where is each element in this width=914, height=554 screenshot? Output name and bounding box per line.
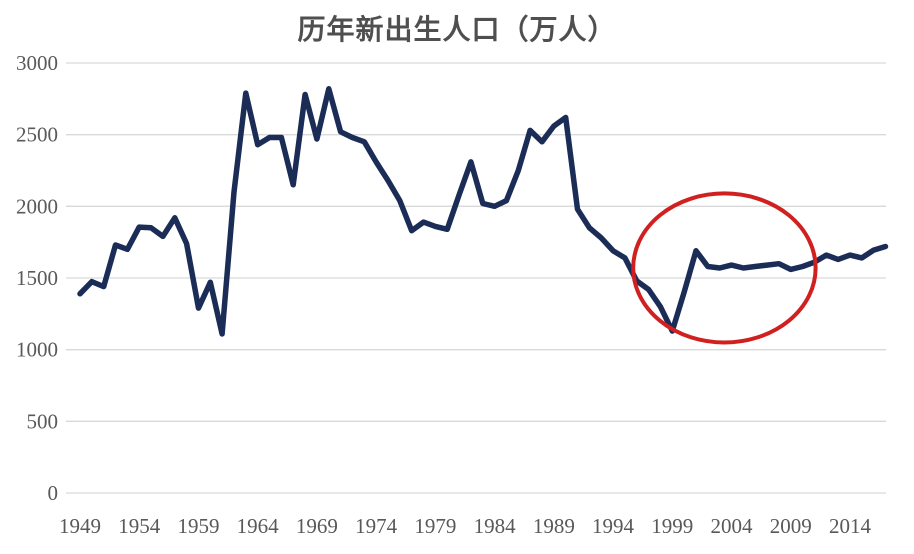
x-tick-label: 1989 xyxy=(533,514,575,538)
x-tick-label: 1964 xyxy=(237,514,280,538)
highlight-ellipse-annotation xyxy=(631,191,818,345)
y-tick-label: 500 xyxy=(27,409,59,433)
x-tick-label: 2014 xyxy=(829,514,872,538)
x-tick-label: 1954 xyxy=(118,514,161,538)
x-tick-label: 1949 xyxy=(59,514,101,538)
x-tick-label: 1959 xyxy=(177,514,219,538)
x-tick-label: 1999 xyxy=(651,514,693,538)
x-tick-label: 2004 xyxy=(711,514,754,538)
birth-line-series xyxy=(77,86,889,337)
x-tick-label: 1974 xyxy=(355,514,398,538)
x-tick-label: 1984 xyxy=(474,514,517,538)
x-tick-label: 1979 xyxy=(414,514,456,538)
chart-title: 历年新出生人口（万人） xyxy=(297,15,617,46)
y-tick-label: 1000 xyxy=(16,338,58,362)
y-tick-label: 2000 xyxy=(16,194,58,218)
y-tick-label: 2500 xyxy=(16,123,58,147)
y-tick-label: 3000 xyxy=(16,51,58,75)
y-tick-label: 0 xyxy=(48,481,59,505)
x-tick-label: 1969 xyxy=(296,514,338,538)
x-tick-label: 1994 xyxy=(592,514,635,538)
x-tick-label: 2009 xyxy=(770,514,812,538)
y-tick-label: 1500 xyxy=(16,266,58,290)
